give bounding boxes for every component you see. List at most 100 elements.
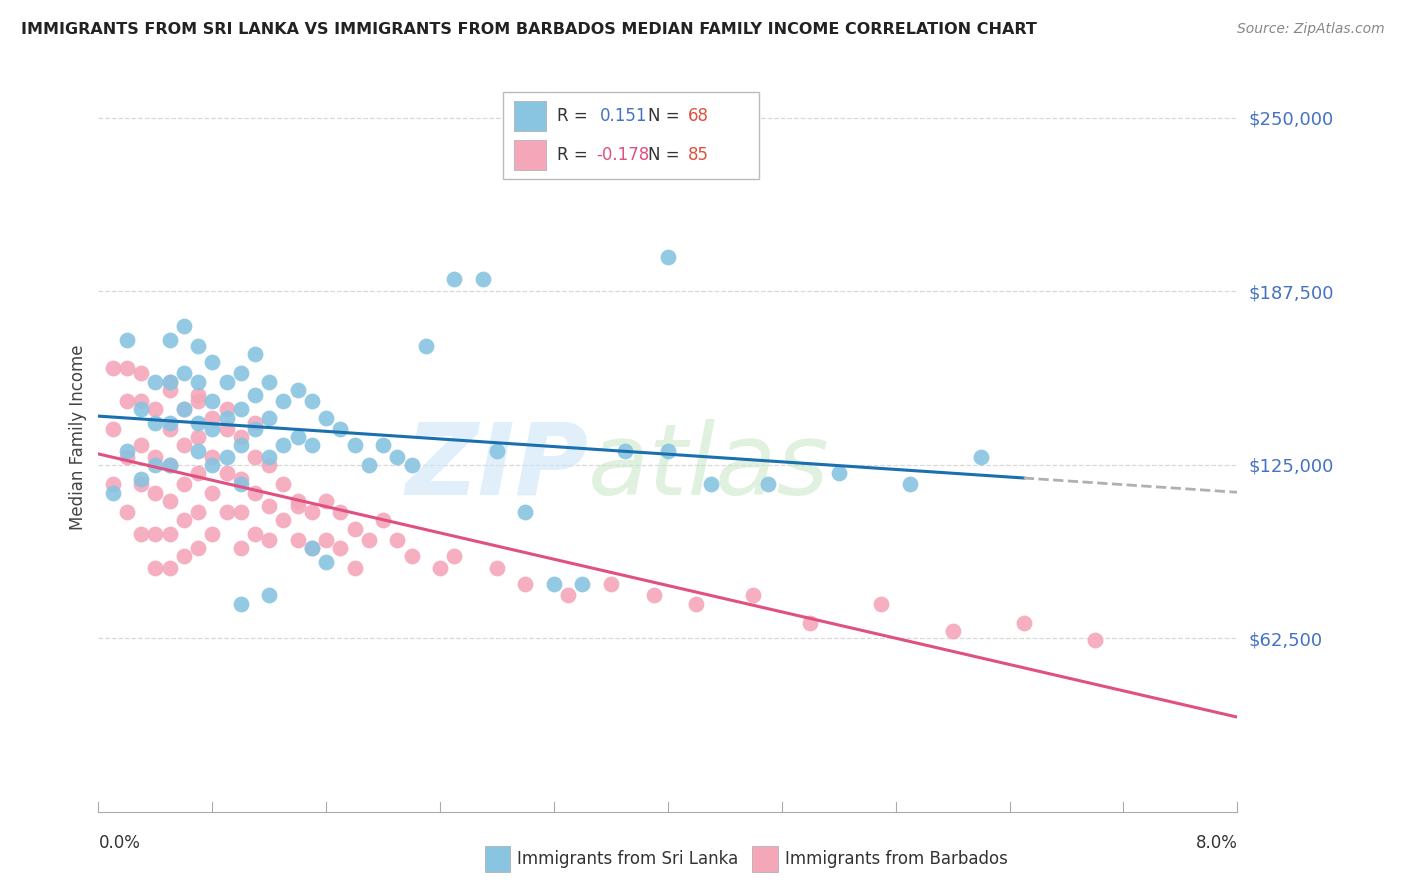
Point (115, 333, 138, 347)
Point (101, 477, 124, 491)
Bar (515, 140, 546, 169)
Point (187, 416, 209, 430)
Point (243, 485, 266, 500)
Point (315, 555, 337, 569)
Point (215, 450, 238, 464)
Bar (515, 102, 546, 131)
Point (201, 450, 224, 464)
Point (486, 560, 509, 574)
Point (273, 438, 295, 452)
Point (129, 438, 152, 452)
Point (173, 477, 195, 491)
Text: Immigrants from Barbados: Immigrants from Barbados (785, 850, 1008, 868)
Point (1084, 632, 1107, 647)
Point (145, 527, 167, 541)
Point (828, 466, 851, 480)
Point (187, 444, 209, 458)
FancyBboxPatch shape (503, 93, 759, 178)
Text: R =: R = (557, 107, 593, 126)
Text: ZIP: ZIP (405, 418, 588, 516)
Text: N =: N = (648, 145, 685, 163)
Point (201, 458, 224, 472)
Point (685, 597, 707, 611)
Point (187, 394, 209, 409)
Point (145, 560, 167, 574)
Point (201, 527, 224, 541)
Point (229, 541, 252, 555)
Point (371, 513, 394, 527)
Point (643, 588, 665, 602)
Point (145, 402, 167, 417)
Point (187, 505, 209, 519)
Point (343, 522, 366, 536)
Point (243, 450, 266, 464)
Text: Immigrants from Sri Lanka: Immigrants from Sri Lanka (517, 850, 738, 868)
Point (229, 438, 252, 452)
Point (201, 410, 224, 425)
Point (101, 360, 124, 375)
Point (287, 494, 309, 508)
Point (970, 450, 993, 464)
Point (898, 477, 921, 491)
Point (329, 422, 352, 436)
Point (301, 394, 323, 409)
Point (187, 338, 209, 352)
Point (159, 458, 181, 472)
Text: N =: N = (648, 107, 685, 126)
Point (287, 500, 309, 514)
Point (301, 505, 323, 519)
Point (287, 533, 309, 547)
Point (415, 338, 437, 352)
Point (315, 410, 337, 425)
Text: R =: R = (557, 145, 593, 163)
Point (159, 383, 181, 397)
Point (387, 450, 409, 464)
Point (145, 485, 167, 500)
Point (159, 494, 181, 508)
Point (657, 444, 679, 458)
Point (287, 383, 309, 397)
Point (229, 477, 252, 491)
Point (515, 505, 537, 519)
Point (187, 375, 209, 389)
Point (571, 577, 593, 591)
Point (173, 549, 195, 564)
Point (145, 416, 167, 430)
Text: 8.0%: 8.0% (1195, 834, 1237, 852)
Point (229, 402, 252, 417)
Text: 68: 68 (689, 107, 710, 126)
Point (243, 416, 266, 430)
Point (243, 527, 266, 541)
Point (600, 577, 623, 591)
Point (287, 430, 309, 444)
Point (115, 394, 138, 409)
Y-axis label: Median Family Income: Median Family Income (69, 344, 87, 530)
Point (229, 597, 252, 611)
Point (756, 477, 779, 491)
Point (273, 394, 295, 409)
Point (371, 438, 394, 452)
Point (145, 458, 167, 472)
Point (201, 422, 224, 436)
Point (942, 624, 965, 639)
Point (614, 444, 637, 458)
Point (129, 394, 152, 409)
Point (259, 588, 281, 602)
Point (215, 422, 238, 436)
Point (429, 560, 451, 574)
Point (329, 505, 352, 519)
Point (187, 541, 209, 555)
Point (229, 366, 252, 380)
Point (215, 505, 238, 519)
Point (115, 444, 138, 458)
Point (273, 477, 295, 491)
Point (301, 541, 323, 555)
Point (129, 477, 152, 491)
Point (259, 410, 281, 425)
Point (101, 422, 124, 436)
Point (159, 458, 181, 472)
Point (159, 333, 181, 347)
Point (543, 577, 565, 591)
Point (343, 438, 366, 452)
Point (259, 375, 281, 389)
